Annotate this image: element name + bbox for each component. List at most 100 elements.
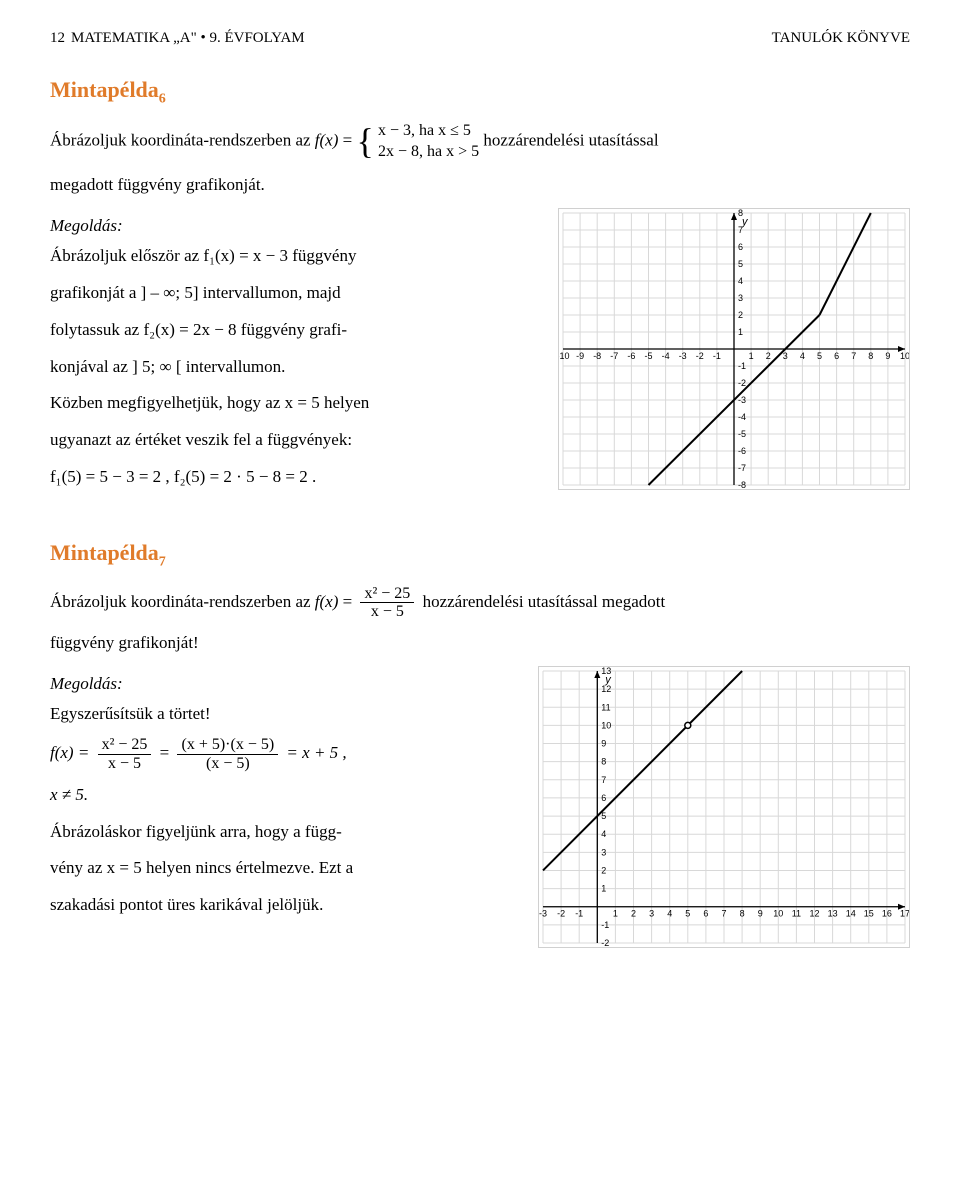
s7-frac-num: x² − 25 [360, 585, 414, 604]
section6-intro-line1: Ábrázoljuk koordináta-rendszerben az f(x… [50, 121, 910, 163]
s7-frac1-num: x² − 25 [98, 736, 152, 755]
section7-title: Mintapélda7 [50, 540, 910, 570]
svg-text:-7: -7 [738, 463, 746, 473]
svg-text:2: 2 [601, 865, 606, 875]
section6-title-text: Mintapélda [50, 77, 159, 102]
section6-two-col: Megoldás: Ábrázoljuk először az f₁(x) = … [50, 208, 910, 500]
svg-text:1: 1 [738, 327, 743, 337]
s7-eq-rhs: = x + 5 , [286, 743, 346, 762]
svg-text:10: 10 [773, 908, 783, 918]
s6-sol-p5: Közben megfigyelhetjük, hogy az x = 5 he… [50, 389, 538, 418]
section6-title: Mintapélda6 [50, 77, 910, 107]
s6-post: hozzárendelési utasítással [483, 131, 658, 150]
svg-text:-2: -2 [738, 378, 746, 388]
s7-sol-p3: vény az x = 5 helyen nincs értelmezve. E… [50, 854, 518, 883]
svg-text:-7: -7 [610, 351, 618, 361]
s7-fx: f(x) [315, 592, 339, 611]
svg-text:4: 4 [738, 276, 743, 286]
chart2: -3-2-11234567891011121314151617-2-112345… [539, 667, 909, 947]
book-title: MATEMATIKA „A" • 9. ÉVFOLYAM [71, 30, 305, 47]
s6-solution-label: Megoldás: [50, 216, 538, 236]
chart2-wrap: -3-2-11234567891011121314151617-2-112345… [538, 666, 910, 948]
svg-text:-8: -8 [593, 351, 601, 361]
svg-text:8: 8 [868, 351, 873, 361]
s7-sol-p2: Ábrázoláskor figyeljünk arra, hogy a füg… [50, 818, 518, 847]
svg-text:6: 6 [703, 908, 708, 918]
svg-text:6: 6 [601, 793, 606, 803]
svg-text:-6: -6 [738, 446, 746, 456]
s7-frac-den: x − 5 [360, 603, 414, 621]
s7-frac2: (x + 5)·(x − 5) (x − 5) [177, 736, 278, 772]
svg-text:-2: -2 [601, 938, 609, 947]
svg-text:-9: -9 [576, 351, 584, 361]
svg-text:3: 3 [649, 908, 654, 918]
svg-text:1: 1 [749, 351, 754, 361]
svg-text:-1: -1 [713, 351, 721, 361]
s6-sol-p4: konjával az ] 5; ∞ [ intervallumon. [50, 353, 538, 382]
svg-text:-3: -3 [679, 351, 687, 361]
s7-frac2-den: (x − 5) [177, 755, 278, 773]
svg-text:-4: -4 [738, 412, 746, 422]
svg-text:7: 7 [851, 351, 856, 361]
chart1-wrap: -10-9-8-7-6-5-4-3-2-112345678910-8-7-6-5… [558, 208, 910, 490]
piece2: 2x − 8, ha x > 5 [378, 142, 479, 163]
svg-text:8: 8 [601, 756, 606, 766]
svg-text:3: 3 [601, 847, 606, 857]
section6-text-col: Megoldás: Ábrázoljuk először az f₁(x) = … [50, 208, 538, 500]
s6-eq: = [343, 131, 357, 150]
svg-text:15: 15 [864, 908, 874, 918]
svg-text:7: 7 [601, 774, 606, 784]
s7-eq-mid: = [160, 743, 174, 762]
svg-text:4: 4 [800, 351, 805, 361]
svg-text:17: 17 [900, 908, 909, 918]
s7-sol-p4: szakadási pontot üres karikával jelöljük… [50, 891, 518, 920]
svg-text:4: 4 [601, 829, 606, 839]
svg-text:4: 4 [667, 908, 672, 918]
s7-frac2-num: (x + 5)·(x − 5) [177, 736, 278, 755]
svg-text:9: 9 [885, 351, 890, 361]
s7-main-frac: x² − 25 x − 5 [360, 585, 414, 621]
section6-intro-line2: megadott függvény grafikonját. [50, 171, 910, 200]
page-header: 12 MATEMATIKA „A" • 9. ÉVFOLYAM TANULÓK … [50, 30, 910, 47]
s6-sol-p6: ugyanazt az értéket veszik fel a függvén… [50, 426, 538, 455]
s6-sol-p2: grafikonját a ] – ∞; 5] intervallumon, m… [50, 279, 538, 308]
svg-text:8: 8 [740, 908, 745, 918]
s7-sol-p1: Egyszerűsítsük a törtet! [50, 700, 518, 729]
svg-text:6: 6 [738, 242, 743, 252]
svg-text:5: 5 [685, 908, 690, 918]
s7-pre: Ábrázoljuk koordináta-rendszerben az [50, 592, 315, 611]
svg-text:10: 10 [601, 720, 611, 730]
section7-title-sub: 7 [159, 555, 166, 570]
brace-icon: { [356, 131, 373, 153]
piecewise-stack: x − 3, ha x ≤ 5 2x − 8, ha x > 5 [378, 121, 479, 163]
s6-pre: Ábrázoljuk koordináta-rendszerben az [50, 131, 315, 150]
book-subtitle: TANULÓK KÖNYVE [772, 30, 910, 47]
svg-text:10: 10 [900, 351, 909, 361]
svg-text:-3: -3 [738, 395, 746, 405]
svg-text:9: 9 [601, 738, 606, 748]
svg-text:-2: -2 [696, 351, 704, 361]
s6-sol-p1: Ábrázoljuk először az f₁(x) = x − 3 függ… [50, 242, 538, 271]
svg-text:5: 5 [738, 259, 743, 269]
s7-frac1-den: x − 5 [98, 755, 152, 773]
svg-text:-8: -8 [738, 480, 746, 489]
section7-two-col: Megoldás: Egyszerűsítsük a törtet! f(x) … [50, 666, 910, 948]
svg-text:6: 6 [834, 351, 839, 361]
svg-text:3: 3 [783, 351, 788, 361]
svg-text:-4: -4 [662, 351, 670, 361]
svg-text:2: 2 [738, 310, 743, 320]
s7-eq: = [343, 592, 357, 611]
s7-solution-label: Megoldás: [50, 674, 518, 694]
svg-text:7: 7 [721, 908, 726, 918]
s6-sol-p7: f₁(5) = 5 − 3 = 2 , f₂(5) = 2 · 5 − 8 = … [50, 463, 538, 492]
svg-text:14: 14 [846, 908, 856, 918]
svg-text:-1: -1 [601, 919, 609, 929]
section7-intro-line2: függvény grafikonját! [50, 629, 910, 658]
svg-text:3: 3 [738, 293, 743, 303]
s7-cond: x ≠ 5. [50, 781, 518, 810]
svg-text:-1: -1 [575, 908, 583, 918]
page: 1 2 MATEMATIKA „A" • 9. ÉVFOLYAM TANULÓK … [0, 0, 960, 988]
svg-text:1: 1 [601, 883, 606, 893]
piece1: x − 3, ha x ≤ 5 [378, 121, 479, 142]
s7-frac1: x² − 25 x − 5 [98, 736, 152, 772]
